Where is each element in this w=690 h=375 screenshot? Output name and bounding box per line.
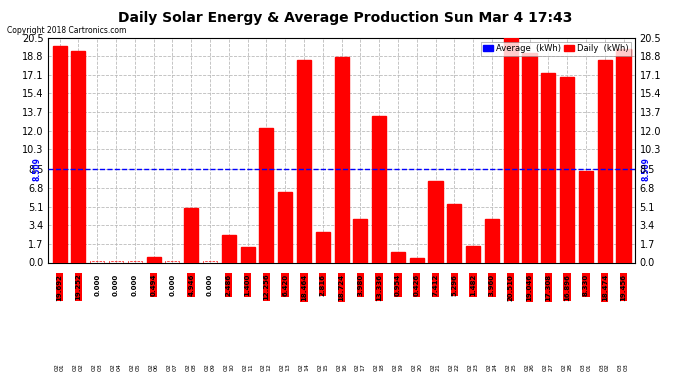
Bar [241,247,255,262]
Bar [428,181,442,262]
Text: 02
25: 02 25 [505,363,516,371]
Text: 02
14: 02 14 [299,363,309,371]
Text: 0.426: 0.426 [414,274,420,296]
Bar [278,192,292,262]
Legend: Average  (kWh), Daily  (kWh): Average (kWh), Daily (kWh) [481,42,631,56]
Bar [616,49,631,262]
Text: 02
18: 02 18 [374,363,384,371]
Bar [335,57,348,262]
Bar [391,252,405,262]
Bar [203,261,217,262]
Text: 02
05: 02 05 [129,363,140,371]
Text: 12.256: 12.256 [264,274,269,300]
Text: 18.464: 18.464 [301,274,307,301]
Text: 19.692: 19.692 [57,274,63,301]
Text: 5.296: 5.296 [451,274,457,296]
Text: 0.954: 0.954 [395,274,401,296]
Bar [560,77,574,262]
Text: 02
11: 02 11 [242,363,253,371]
Text: 02
06: 02 06 [148,363,159,371]
Text: 02
08: 02 08 [186,363,197,371]
Bar [372,116,386,262]
Bar [316,232,330,262]
Text: 02
22: 02 22 [449,363,460,371]
Text: 02
10: 02 10 [224,363,234,371]
Text: 19.456: 19.456 [620,274,627,301]
Bar [297,60,311,262]
Text: 8.509: 8.509 [32,157,41,181]
Text: 18.474: 18.474 [602,274,608,301]
Text: 3.980: 3.980 [357,274,364,296]
Text: 19.046: 19.046 [526,274,533,301]
Bar [184,208,198,262]
Text: 8.509: 8.509 [642,157,651,181]
Text: 0.000: 0.000 [113,274,119,296]
Text: 02
16: 02 16 [336,363,347,371]
Text: 02
15: 02 15 [317,363,328,371]
Text: 19.252: 19.252 [75,274,81,300]
Bar [109,261,123,262]
Text: 4.946: 4.946 [188,274,194,296]
Bar [221,235,236,262]
Bar [447,204,462,262]
Text: 13.336: 13.336 [376,274,382,301]
Text: 18.724: 18.724 [339,274,344,301]
Text: 02
07: 02 07 [167,363,178,371]
Bar [52,46,67,262]
Text: 7.412: 7.412 [433,274,439,296]
Text: 02
12: 02 12 [261,363,272,371]
Text: 02
03: 02 03 [92,363,103,371]
Text: 16.896: 16.896 [564,274,570,301]
Bar [466,246,480,262]
Text: 0.000: 0.000 [207,274,213,296]
Text: 2.816: 2.816 [319,274,326,296]
Text: 02
21: 02 21 [430,363,441,371]
Text: 0.494: 0.494 [150,274,157,296]
Text: 1.482: 1.482 [470,274,476,296]
Bar [504,38,518,262]
Text: 02
27: 02 27 [543,363,554,371]
Text: 02
28: 02 28 [562,363,573,371]
Text: 02
26: 02 26 [524,363,535,371]
Text: 02
01: 02 01 [55,363,65,371]
Text: 02
09: 02 09 [204,363,215,371]
Bar [146,257,161,262]
Text: 02
02: 02 02 [73,363,83,371]
Bar [166,261,179,262]
Text: Daily Solar Energy & Average Production Sun Mar 4 17:43: Daily Solar Energy & Average Production … [118,11,572,25]
Bar [410,258,424,262]
Text: 03
02: 03 02 [600,363,610,371]
Text: 3.960: 3.960 [489,274,495,296]
Text: 02
19: 02 19 [393,363,404,371]
Bar [90,261,104,262]
Bar [522,54,537,262]
Text: 0.000: 0.000 [132,274,138,296]
Bar [485,219,499,262]
Bar [71,51,86,262]
Text: 0.000: 0.000 [169,274,175,296]
Bar [128,261,142,262]
Text: 02
04: 02 04 [110,363,121,371]
Text: 1.400: 1.400 [244,274,250,296]
Text: 02
20: 02 20 [411,363,422,371]
Text: 0.000: 0.000 [94,274,100,296]
Text: 02
13: 02 13 [279,363,290,371]
Text: 6.420: 6.420 [282,274,288,296]
Text: 8.330: 8.330 [583,274,589,296]
Text: 03
03: 03 03 [618,363,629,371]
Text: 20.510: 20.510 [508,274,514,301]
Bar [598,60,612,262]
Text: 17.308: 17.308 [545,274,551,301]
Text: 03
01: 03 01 [580,363,591,371]
Text: 2.486: 2.486 [226,274,232,296]
Text: 02
23: 02 23 [468,363,479,371]
Bar [579,171,593,262]
Bar [541,72,555,262]
Text: 02
24: 02 24 [486,363,497,371]
Text: 02
17: 02 17 [355,363,366,371]
Bar [353,219,367,262]
Text: Copyright 2018 Cartronics.com: Copyright 2018 Cartronics.com [7,26,126,35]
Bar [259,128,273,262]
